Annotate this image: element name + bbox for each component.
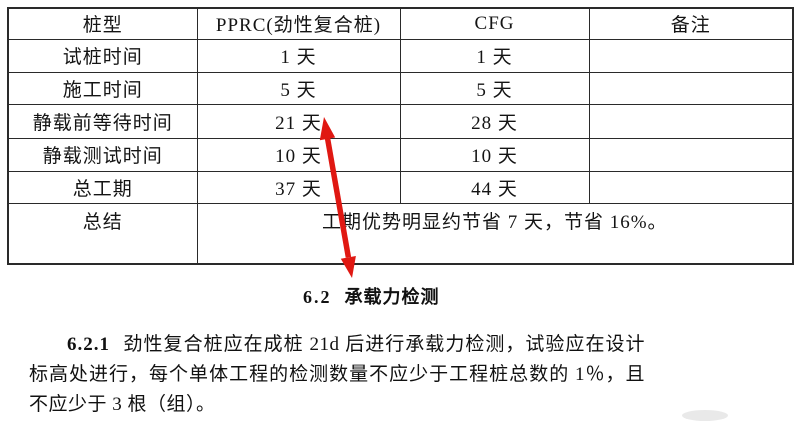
header-remarks: 备注 — [588, 7, 794, 40]
section-number: 6.2 — [303, 287, 332, 307]
row-label: 试桩时间 — [7, 38, 198, 73]
header-pprc: PPRC(劲性复合桩) — [196, 7, 401, 40]
section-title: 承载力检测 — [344, 287, 440, 307]
header-pile-type: 桩型 — [7, 7, 198, 40]
section-heading: 6.2 承载力检测 — [303, 286, 440, 308]
cfg-value: 5 天 — [399, 71, 590, 105]
pprc-value: 21 天 — [196, 103, 401, 139]
scan-artifact — [682, 410, 728, 421]
table-row: 静载测试时间 10 天 10 天 — [7, 137, 794, 172]
note-cell — [588, 170, 794, 204]
pprc-value: 5 天 — [196, 71, 401, 105]
cfg-value: 28 天 — [399, 103, 590, 139]
table-header-row: 桩型 PPRC(劲性复合桩) CFG 备注 — [7, 7, 794, 40]
header-cfg: CFG — [399, 7, 590, 40]
pprc-value: 1 天 — [196, 38, 401, 73]
clause-paragraph: 6.2.1 劲性复合桩应在成桩 21d 后进行承载力检测，试验应在设计标高处进行，… — [29, 330, 645, 420]
pprc-value: 10 天 — [196, 137, 401, 172]
row-label: 施工时间 — [7, 71, 198, 105]
pprc-value: 37 天 — [196, 170, 401, 204]
note-cell — [588, 103, 794, 139]
summary-row: 总结 工期优势明显约节省 7 天，节省 16%。 — [7, 202, 794, 265]
cfg-value: 1 天 — [399, 38, 590, 73]
clause-number: 6.2.1 — [67, 334, 110, 355]
row-label: 静载前等待时间 — [7, 103, 198, 139]
table-row: 总工期 37 天 44 天 — [7, 170, 794, 204]
note-cell — [588, 38, 794, 73]
note-cell — [588, 71, 794, 105]
table-row: 试桩时间 1 天 1 天 — [7, 38, 794, 73]
note-cell — [588, 137, 794, 172]
clause-text: 劲性复合桩应在成桩 21d 后进行承载力检测，试验应在设计标高处进行，每个单体工… — [29, 334, 645, 415]
cfg-value: 44 天 — [399, 170, 590, 204]
row-label: 总工期 — [7, 170, 198, 204]
row-label: 静载测试时间 — [7, 137, 198, 172]
summary-text: 工期优势明显约节省 7 天，节省 16%。 — [196, 202, 794, 265]
summary-label: 总结 — [7, 202, 198, 265]
pile-comparison-table: 桩型 PPRC(劲性复合桩) CFG 备注 试桩时间 1 天 1 天 施工时间 … — [7, 7, 794, 265]
table-row: 施工时间 5 天 5 天 — [7, 71, 794, 105]
table-row: 静载前等待时间 21 天 28 天 — [7, 103, 794, 139]
cfg-value: 10 天 — [399, 137, 590, 172]
